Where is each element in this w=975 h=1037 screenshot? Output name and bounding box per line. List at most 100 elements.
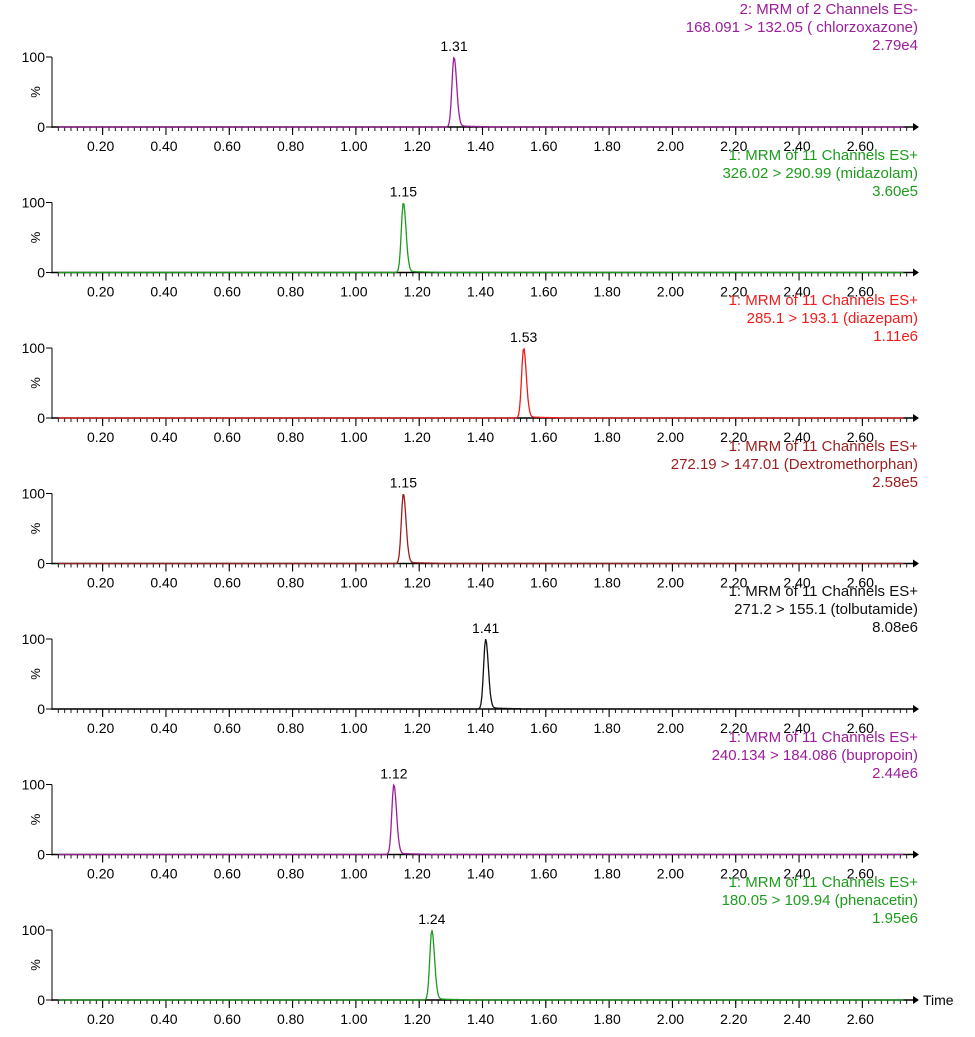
x-tick-label: 0.60 bbox=[214, 1011, 241, 1027]
panel-title-line: 326.02 > 290.99 (midazolam) bbox=[722, 165, 918, 183]
peak-label: 1.53 bbox=[510, 329, 537, 345]
x-tick-label: 0.80 bbox=[277, 720, 304, 736]
panel-header: 2: MRM of 2 Channels ES- 168.091 > 132.05… bbox=[686, 1, 918, 55]
y-axis-label: % bbox=[28, 377, 43, 389]
x-tick-label: 1.20 bbox=[404, 1011, 431, 1027]
x-axis-arrow bbox=[913, 123, 919, 131]
panel-title-line: 1: MRM of 11 Channels ES+ bbox=[729, 583, 918, 601]
x-tick-label: 0.40 bbox=[150, 429, 177, 445]
x-tick-label: 0.20 bbox=[87, 720, 114, 736]
x-tick-label: 1.40 bbox=[467, 866, 494, 882]
y-tick-label: 0 bbox=[37, 701, 45, 717]
peak-label: 1.12 bbox=[380, 766, 407, 782]
panel-intensity: 1.95e6 bbox=[722, 910, 918, 928]
x-tick-label: 1.60 bbox=[530, 575, 557, 591]
x-tick-label: 1.00 bbox=[340, 1011, 367, 1027]
x-tick-label: 1.40 bbox=[467, 720, 494, 736]
x-tick-label: 1.00 bbox=[340, 866, 367, 882]
x-tick-label: 0.80 bbox=[277, 866, 304, 882]
x-tick-label: 1.80 bbox=[593, 1011, 620, 1027]
x-tick-label: 0.20 bbox=[87, 866, 114, 882]
chromatogram-panel: 100 0% 0.20 0.40 0.60 0.80 1.00 1.20 1.40 1.60 1.8… bbox=[22, 329, 919, 445]
panel-header: 1: MRM of 11 Channels ES+ 272.19 > 147.01… bbox=[671, 438, 918, 492]
chromatogram-trace bbox=[58, 349, 903, 418]
x-tick-label: 1.60 bbox=[530, 429, 557, 445]
chromatogram-trace bbox=[58, 58, 903, 127]
x-tick-label: 1.80 bbox=[593, 429, 620, 445]
x-tick-label: 0.20 bbox=[87, 1011, 114, 1027]
panel-header: 1: MRM of 11 Channels ES+ 326.02 > 290.99… bbox=[722, 147, 918, 201]
x-tick-label: 1.80 bbox=[593, 720, 620, 736]
chromatogram-panel: 100 0% 0.20 0.40 0.60 0.80 1.00 1.20 1.40 1.60 1.8… bbox=[22, 911, 954, 1027]
chromatogram-panel: 100 0% 0.20 0.40 0.60 0.80 1.00 1.20 1.40 1.60 1.8… bbox=[22, 184, 919, 300]
x-tick-label: 1.60 bbox=[530, 866, 557, 882]
chromatogram-trace bbox=[58, 495, 903, 564]
x-tick-label: 0.40 bbox=[150, 1011, 177, 1027]
y-tick-label: 100 bbox=[22, 49, 46, 65]
y-tick-label: 0 bbox=[37, 410, 45, 426]
x-tick-label: 1.60 bbox=[530, 138, 557, 154]
panel-title-line: 168.091 > 132.05 ( chlorzoxazone) bbox=[686, 19, 918, 37]
chromatogram-trace bbox=[58, 639, 903, 709]
x-tick-label: 2.00 bbox=[657, 284, 684, 300]
y-tick-label: 100 bbox=[22, 486, 46, 502]
panel-header: 1: MRM of 11 Channels ES+ 285.1 > 193.1 (… bbox=[729, 292, 918, 346]
panel-intensity: 3.60e5 bbox=[722, 183, 918, 201]
y-axis-label: % bbox=[28, 813, 43, 825]
x-tick-label: 1.60 bbox=[530, 284, 557, 300]
x-tick-label: 0.80 bbox=[277, 284, 304, 300]
y-axis-label: % bbox=[28, 86, 43, 98]
x-tick-label: 0.60 bbox=[214, 866, 241, 882]
chromatogram-panel: 100 0% 0.20 0.40 0.60 0.80 1.00 1.20 1.40 1.60 1.8… bbox=[22, 766, 919, 882]
panel-header: 1: MRM of 11 Channels ES+ 180.05 > 109.94… bbox=[722, 874, 918, 928]
x-tick-label: 1.40 bbox=[467, 138, 494, 154]
x-tick-label: 2.40 bbox=[783, 1011, 810, 1027]
x-tick-label: 2.00 bbox=[657, 575, 684, 591]
y-tick-label: 100 bbox=[22, 777, 46, 793]
x-tick-label: 0.80 bbox=[277, 1011, 304, 1027]
y-axis-label: % bbox=[28, 959, 43, 971]
x-axis-arrow bbox=[913, 269, 919, 277]
x-tick-label: 1.20 bbox=[404, 575, 431, 591]
x-tick-label: 0.60 bbox=[214, 284, 241, 300]
panel-title-line: 271.2 > 155.1 (tolbutamide) bbox=[729, 601, 918, 619]
x-tick-label: 0.20 bbox=[87, 429, 114, 445]
x-tick-label: 0.40 bbox=[150, 138, 177, 154]
x-tick-label: 0.80 bbox=[277, 138, 304, 154]
panel-title-line: 240.134 > 184.086 (bupropoin) bbox=[712, 747, 918, 765]
x-tick-label: 0.20 bbox=[87, 575, 114, 591]
x-tick-label: 0.80 bbox=[277, 429, 304, 445]
x-tick-label: 1.00 bbox=[340, 284, 367, 300]
x-axis-arrow bbox=[913, 851, 919, 859]
panel-header: 1: MRM of 11 Channels ES+ 240.134 > 184.0… bbox=[712, 729, 918, 783]
x-tick-label: 1.20 bbox=[404, 138, 431, 154]
x-tick-label: 1.00 bbox=[340, 429, 367, 445]
panel-title-line: 285.1 > 193.1 (diazepam) bbox=[729, 310, 918, 328]
x-axis-arrow bbox=[913, 996, 919, 1004]
x-tick-label: 1.20 bbox=[404, 284, 431, 300]
x-tick-label: 1.00 bbox=[340, 720, 367, 736]
y-tick-label: 100 bbox=[22, 631, 46, 647]
panel-title-line: 1: MRM of 11 Channels ES+ bbox=[712, 729, 918, 747]
x-axis-arrow bbox=[913, 414, 919, 422]
chromatogram-panel: 100 0% 0.20 0.40 0.60 0.80 1.00 1.20 1.40 1.60 1.8… bbox=[22, 620, 919, 736]
x-axis-arrow bbox=[913, 560, 919, 568]
panel-title-line: 1: MRM of 11 Channels ES+ bbox=[729, 292, 918, 310]
panel-title-line: 1: MRM of 11 Channels ES+ bbox=[722, 874, 918, 892]
x-tick-label: 1.40 bbox=[467, 429, 494, 445]
x-tick-label: 2.00 bbox=[657, 866, 684, 882]
y-tick-label: 0 bbox=[37, 119, 45, 135]
panel-title-line: 2: MRM of 2 Channels ES- bbox=[686, 1, 918, 19]
chromatogram-trace bbox=[58, 204, 903, 273]
x-tick-label: 2.00 bbox=[657, 138, 684, 154]
panel-intensity: 2.58e5 bbox=[671, 474, 918, 492]
x-tick-label: 1.20 bbox=[404, 866, 431, 882]
x-tick-label: 0.80 bbox=[277, 575, 304, 591]
x-tick-label: 1.80 bbox=[593, 866, 620, 882]
x-tick-label: 0.20 bbox=[87, 284, 114, 300]
x-tick-label: 0.40 bbox=[150, 284, 177, 300]
panel-intensity: 2.44e6 bbox=[712, 765, 918, 783]
x-tick-label: 1.20 bbox=[404, 429, 431, 445]
x-tick-label: 1.80 bbox=[593, 575, 620, 591]
